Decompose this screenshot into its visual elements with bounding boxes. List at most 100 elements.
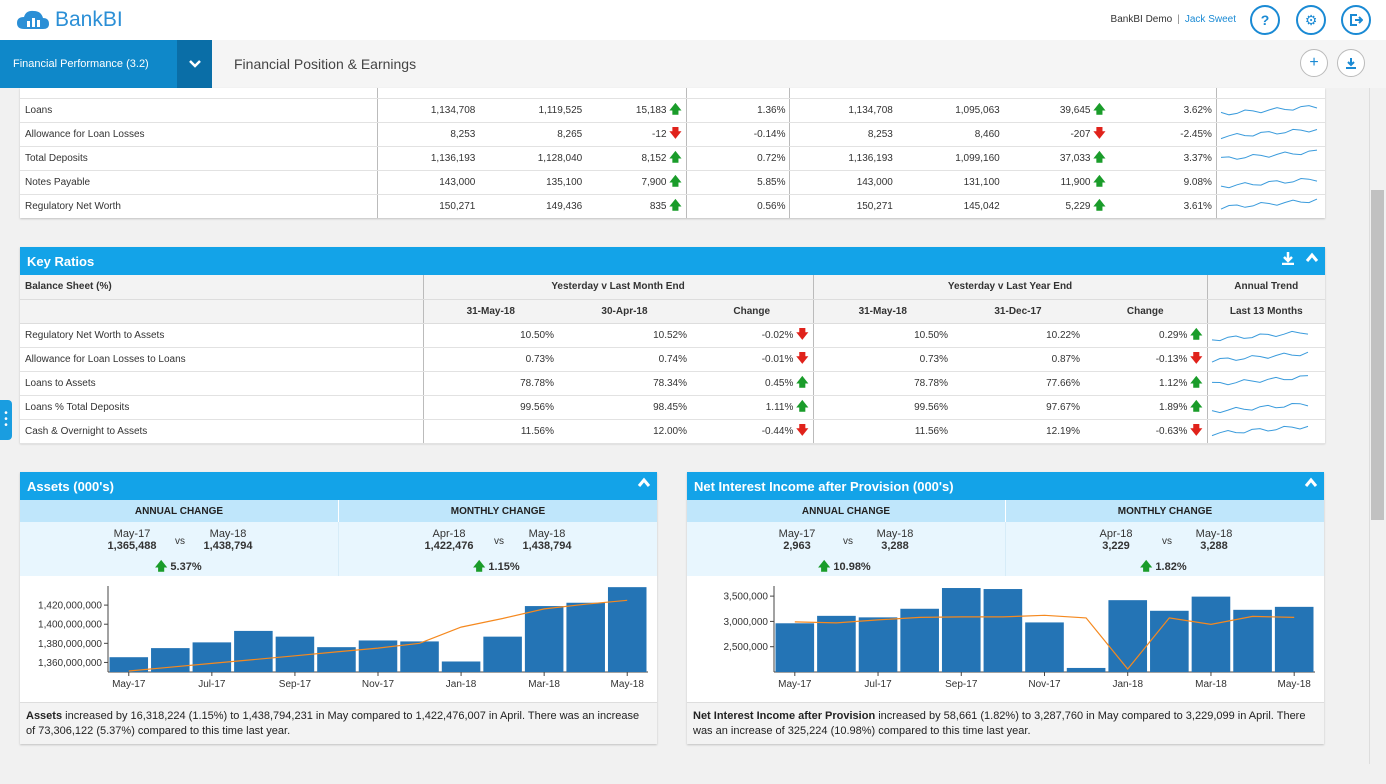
bar[interactable]	[441, 661, 481, 672]
bar[interactable]	[607, 587, 647, 672]
cell-value: -0.13%	[1155, 353, 1188, 365]
side-panel-handle[interactable]: • • •	[0, 400, 12, 440]
bar[interactable]	[983, 589, 1023, 672]
trend-cell	[1206, 419, 1325, 444]
sparkline	[1211, 425, 1308, 437]
download-icon	[1346, 58, 1356, 69]
sparkline	[1220, 177, 1318, 189]
cell-change: 15,183 🡅	[586, 98, 687, 123]
y-tick-label: 3,000,000	[724, 617, 769, 628]
to-period: May-18	[876, 528, 914, 540]
report-dropdown-button[interactable]	[177, 40, 212, 88]
x-tick-label: Nov-17	[1028, 679, 1061, 690]
user-link[interactable]: Jack Sweet	[1184, 14, 1236, 25]
from-value: 1,365,488	[107, 540, 157, 552]
bar[interactable]	[1150, 610, 1189, 672]
bar[interactable]	[1025, 622, 1064, 672]
cell-change: 0.45% 🡅	[691, 371, 813, 396]
monthly-change-label: MONTHLY CHANGE	[1006, 500, 1324, 522]
collapse-icon[interactable]	[1305, 251, 1319, 265]
row-label: Regulatory Net Worth	[20, 194, 378, 218]
brand-logo[interactable]: BankBI	[16, 8, 123, 32]
column-header-row: 31-May-18 30-Apr-18 Change 31-May-18 31-…	[20, 299, 1325, 324]
sparkline	[1211, 330, 1308, 342]
to-value: 1,438,794	[522, 540, 572, 552]
bar[interactable]	[566, 602, 605, 672]
from-value: 2,963	[783, 540, 811, 552]
arrow-down-icon: 🡇	[796, 422, 809, 437]
arrow-up-icon: 🡅	[1093, 101, 1106, 116]
change-percent: 1.15%	[488, 561, 520, 573]
help-icon: ?	[1260, 12, 1270, 28]
bar[interactable]	[483, 636, 522, 672]
bar[interactable]	[900, 608, 939, 672]
cell-value: 5,229	[1065, 200, 1091, 212]
logout-button[interactable]	[1341, 5, 1371, 35]
bar[interactable]	[1233, 609, 1272, 672]
bar[interactable]	[858, 617, 898, 672]
col-h7: Last 13 Months	[1206, 299, 1325, 324]
row-label: Loans to Assets	[20, 371, 423, 396]
to-value: 3,288	[1200, 540, 1228, 552]
bar[interactable]	[775, 623, 815, 672]
nii-summary: Net Interest Income after Provision incr…	[687, 702, 1324, 744]
cloud-chart-icon	[17, 10, 49, 29]
cell: 1,136,193	[376, 146, 480, 171]
table-row: Cash & Overnight to Assets 11.56% 12.00% -0…	[20, 419, 1325, 444]
cell-change: -0.01% 🡇	[691, 347, 813, 372]
bar[interactable]	[192, 642, 232, 672]
summary-metric: Assets	[26, 710, 63, 722]
company-name: BankBI Demo	[1110, 14, 1173, 25]
cell: 3.37%	[1109, 146, 1217, 171]
collapse-icon[interactable]	[637, 476, 651, 490]
cell: 8,253	[789, 122, 897, 147]
help-button[interactable]: ?	[1250, 5, 1280, 35]
arrow-up-icon: 🡅	[1190, 326, 1203, 341]
cell-change: 835 🡅	[586, 194, 687, 218]
arrow-up-icon: 🡅	[669, 197, 682, 212]
x-tick-label: Jan-18	[446, 679, 477, 690]
row-label: Loans	[20, 98, 378, 123]
vs-label: vs	[494, 536, 504, 547]
assets-chart: 1,360,000,000 1,380,000,000 1,400,000,000 1…	[38, 586, 648, 690]
nii-title: Net Interest Income after Provision (000…	[694, 479, 954, 494]
user-area: BankBI Demo | Jack Sweet	[1110, 14, 1236, 25]
cell-value: 37,033	[1059, 152, 1091, 164]
sparkline	[1220, 105, 1318, 116]
settings-button[interactable]: ⚙	[1296, 5, 1326, 35]
change-percent: 10.98%	[833, 561, 871, 573]
group-header-row: Balance Sheet (%) Yesterday v Last Month…	[20, 275, 1325, 300]
bar[interactable]	[524, 606, 564, 672]
bar[interactable]	[817, 615, 856, 672]
trend-cell	[1206, 323, 1325, 348]
cell-change: -0.44% 🡇	[691, 419, 813, 444]
cell: 10.50%	[422, 323, 558, 348]
download-icon[interactable]	[1281, 251, 1295, 266]
cell-change: 8,152 🡅	[586, 146, 687, 171]
collapse-icon[interactable]	[1304, 476, 1318, 490]
cell-change: 11,900 🡅	[1003, 170, 1110, 195]
cell: 8,265	[479, 122, 587, 147]
cell: 78.78%	[812, 371, 952, 396]
scrollbar-thumb[interactable]	[1371, 190, 1384, 520]
bar[interactable]	[358, 640, 398, 672]
col-balance-sheet: Balance Sheet (%)	[20, 275, 423, 300]
group-month: Yesterday v Last Month End	[422, 275, 813, 300]
bar[interactable]	[1108, 600, 1148, 672]
bar[interactable]	[1191, 596, 1231, 672]
cell: 0.72%	[685, 146, 790, 171]
bar[interactable]	[1066, 667, 1106, 672]
cell: 149,436	[479, 194, 587, 218]
bar[interactable]	[109, 657, 149, 672]
vs-label: vs	[1162, 536, 1172, 547]
download-button[interactable]	[1337, 49, 1365, 77]
bar[interactable]	[941, 588, 981, 672]
table-row: Notes Payable 143,000 135,100 7,900 🡅 5.85% 1…	[20, 170, 1325, 195]
add-button[interactable]: +	[1300, 49, 1328, 77]
arrow-down-icon: 🡇	[1190, 422, 1203, 437]
bar[interactable]	[234, 630, 273, 672]
bar[interactable]	[400, 641, 439, 672]
tab-financial-performance[interactable]: Financial Performance (3.2)	[0, 40, 177, 88]
sparkline	[1220, 128, 1318, 140]
table-row: Total Deposits 1,136,193 1,128,040 8,152 🡅 0…	[20, 146, 1325, 171]
